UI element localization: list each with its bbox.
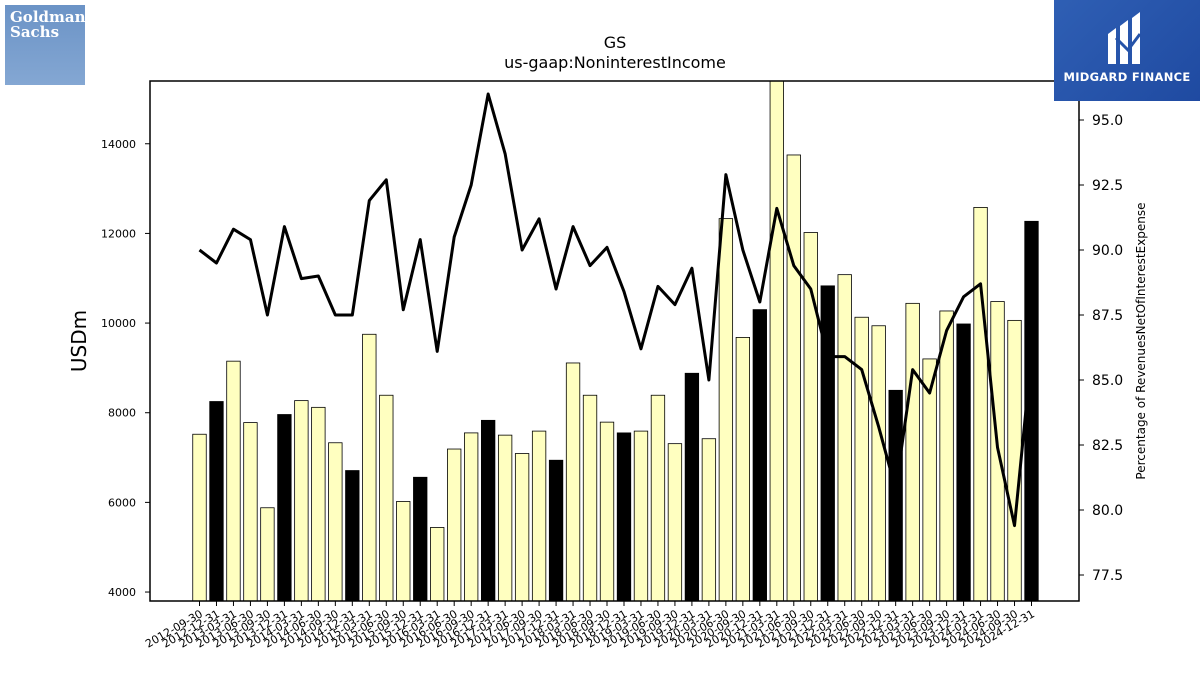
- y2-tick-label: 90.0: [1092, 243, 1123, 259]
- bar: [973, 207, 988, 602]
- bar: [379, 394, 394, 602]
- y2-tick-label: 95.0: [1092, 113, 1123, 129]
- bar: [939, 310, 954, 602]
- bar: [735, 337, 750, 602]
- y-tick-label: 12000: [101, 227, 136, 240]
- y-axis-label: USDm: [67, 310, 91, 372]
- y2-tick-label: 87.5: [1092, 308, 1123, 324]
- bar: [328, 442, 343, 602]
- bar: [294, 400, 309, 602]
- bar: [396, 501, 411, 602]
- bar: [786, 154, 801, 602]
- bar: [582, 394, 598, 602]
- axes: 4000 6000 8000 10000 12000 14000 77.5 80.0 82.5 8…: [101, 113, 1123, 651]
- bar: [922, 358, 937, 602]
- logo-word-goldman: Goldman: [10, 8, 86, 26]
- bar: [837, 274, 852, 602]
- y2-axis-label: Percentage of RevenuesNetOfInterestExpen…: [1134, 202, 1148, 479]
- bar: [447, 448, 462, 602]
- bar: [871, 325, 886, 602]
- bar: [718, 218, 734, 602]
- y2-tick-label: 92.5: [1092, 178, 1123, 194]
- bar: [616, 432, 632, 602]
- chart-subtitle: us-gaap:NoninterestIncome: [504, 53, 726, 72]
- line-series: [198, 92, 1033, 528]
- y-tick-label: 8000: [108, 407, 136, 420]
- logo-company-name: MIDGARD FINANCE: [1063, 70, 1191, 84]
- bar: [311, 406, 326, 602]
- bar: [531, 430, 547, 602]
- bar: [464, 432, 479, 602]
- y-tick-label: 10000: [101, 317, 136, 330]
- bar: [497, 434, 513, 602]
- y-tick-label: 6000: [108, 496, 136, 509]
- bar: [905, 302, 920, 602]
- y2-tick-label: 77.5: [1092, 568, 1123, 584]
- y2-tick-label: 82.5: [1092, 438, 1123, 454]
- bar: [345, 470, 360, 602]
- bar: [633, 430, 649, 602]
- y2-tick-label: 80.0: [1092, 503, 1123, 519]
- bar: [769, 80, 784, 602]
- bar: [650, 394, 666, 602]
- goldman-sachs-logo: Goldman Sachs: [5, 5, 86, 85]
- y-tick-label: 4000: [108, 586, 136, 599]
- line-series-path: [198, 92, 1033, 528]
- bar: [1007, 319, 1022, 602]
- bar: [854, 316, 869, 602]
- bar: [565, 362, 581, 602]
- chart-title: GS: [604, 33, 627, 52]
- bar: [599, 421, 615, 602]
- midgard-m-icon: [1108, 12, 1142, 64]
- bar-series: [192, 80, 1039, 602]
- bar: [260, 507, 275, 602]
- bar: [514, 453, 530, 602]
- y2-tick-label: 85.0: [1092, 373, 1123, 389]
- bar: [956, 323, 971, 602]
- logo-word-sachs: Sachs: [10, 23, 60, 41]
- bar: [362, 333, 377, 602]
- bar: [243, 422, 258, 602]
- bar: [413, 476, 428, 602]
- bar: [192, 433, 207, 602]
- bar: [684, 372, 700, 602]
- plot-frame: [149, 80, 1080, 602]
- bar: [430, 527, 445, 602]
- bar: [277, 414, 292, 602]
- bar: [888, 389, 903, 602]
- y-tick-label: 14000: [101, 138, 136, 151]
- bar: [209, 401, 224, 602]
- bar: [701, 438, 717, 602]
- midgard-finance-logo: MIDGARD FINANCE: [1054, 0, 1200, 101]
- bar: [667, 443, 683, 602]
- bar: [752, 309, 767, 602]
- bar: [226, 360, 241, 602]
- bar: [480, 419, 496, 602]
- bar: [548, 459, 564, 602]
